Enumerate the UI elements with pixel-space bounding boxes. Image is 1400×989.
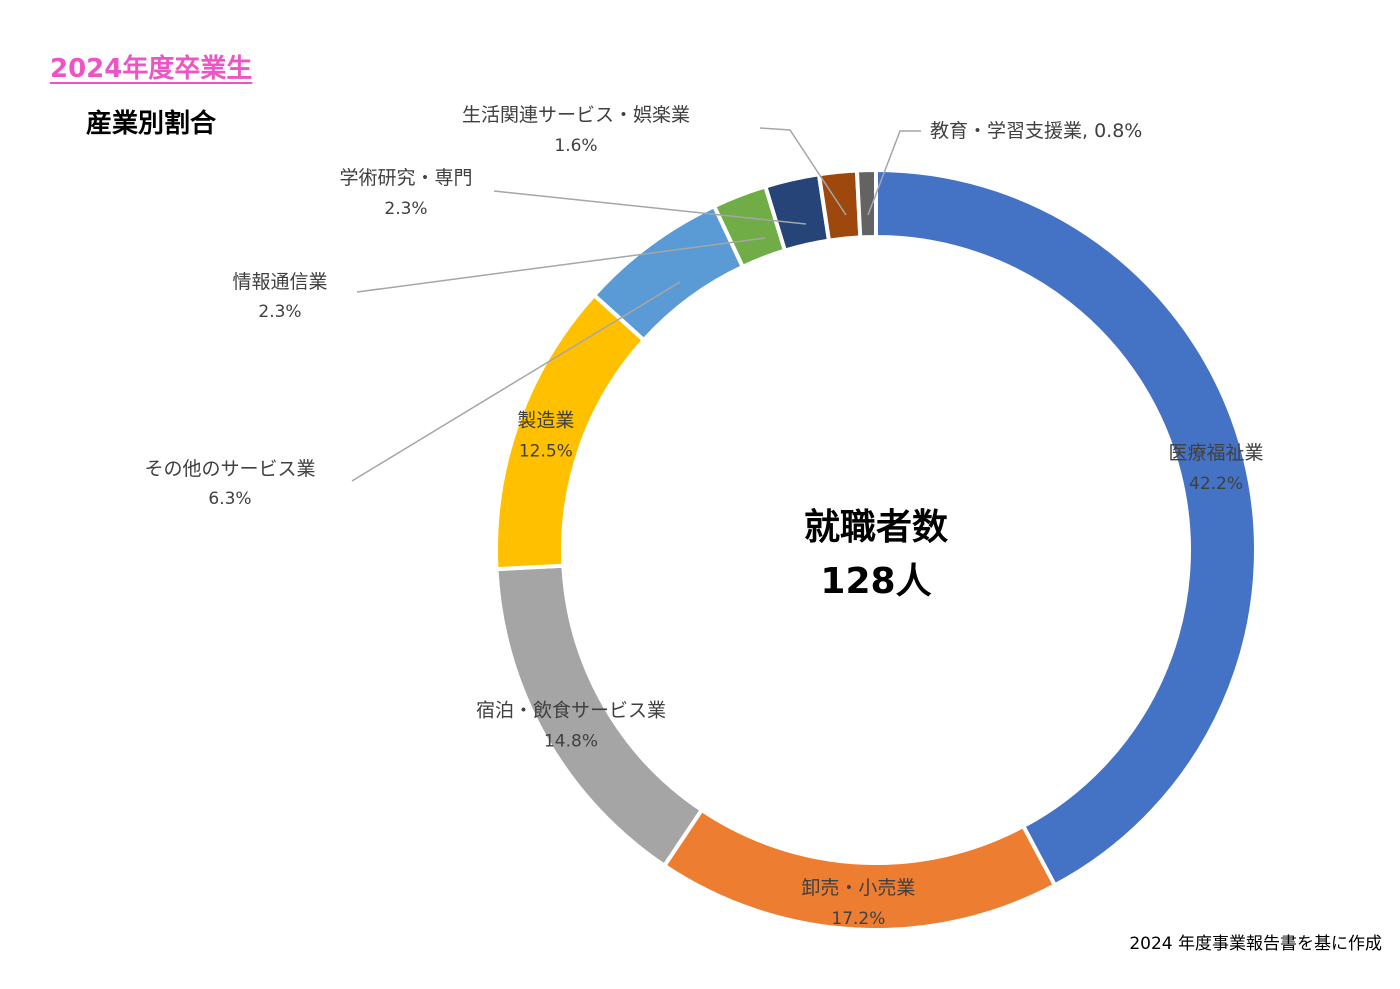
donut-slices [494, 167, 1258, 932]
slice-1 [874, 167, 1258, 888]
chart-subtitle: 産業別割合 [86, 109, 217, 139]
slice-label-2: 卸売・小売業 [801, 877, 915, 899]
slice-9 [854, 167, 878, 240]
slice-4 [494, 292, 647, 572]
slice-pct-1: 42.2% [1189, 474, 1243, 494]
slice-label-4: 製造業 [517, 409, 574, 431]
slice-pct-3: 14.8% [544, 732, 598, 752]
slice-pct-7: 2.3% [384, 199, 427, 219]
leader-line-6 [356, 237, 766, 293]
slice-label-5: その他のサービス業 [144, 458, 315, 480]
slice-pct-8: 1.6% [554, 136, 597, 156]
slice-labels: 医療福祉業 42.2% 卸売・小売業 17.2% 宿泊・飲食サービス業 14.8% 製造業 1… [144, 104, 1263, 929]
center-label-title: 就職者数 [804, 507, 948, 548]
slice-label-3: 宿泊・飲食サービス業 [476, 700, 666, 722]
slice-pct-6: 2.3% [258, 302, 301, 322]
chart-year-title: 2024年度卒業生 [50, 54, 253, 84]
slice-pct-5: 6.3% [208, 489, 251, 509]
slice-pct-4: 12.5% [519, 441, 573, 461]
leader-line-8 [759, 127, 847, 216]
slice-label-7: 学術研究・専門 [339, 167, 472, 189]
slice-label-8: 生活関連サービス・娯楽業 [462, 104, 690, 126]
slice-label-1: 医療福祉業 [1169, 442, 1264, 464]
leader-line-9 [867, 130, 921, 216]
leader-lines [351, 127, 921, 482]
center-label-count: 128人 [820, 561, 931, 602]
slice-label-6: 情報通信業 [232, 271, 327, 293]
slice-label-9: 教育・学習支援業, 0.8% [930, 120, 1142, 142]
leader-line-5 [351, 281, 681, 482]
source-note: 2024 年度事業報告書を基に作成 [1129, 934, 1382, 954]
leader-line-7 [493, 190, 807, 225]
slice-pct-2: 17.2% [831, 909, 885, 929]
